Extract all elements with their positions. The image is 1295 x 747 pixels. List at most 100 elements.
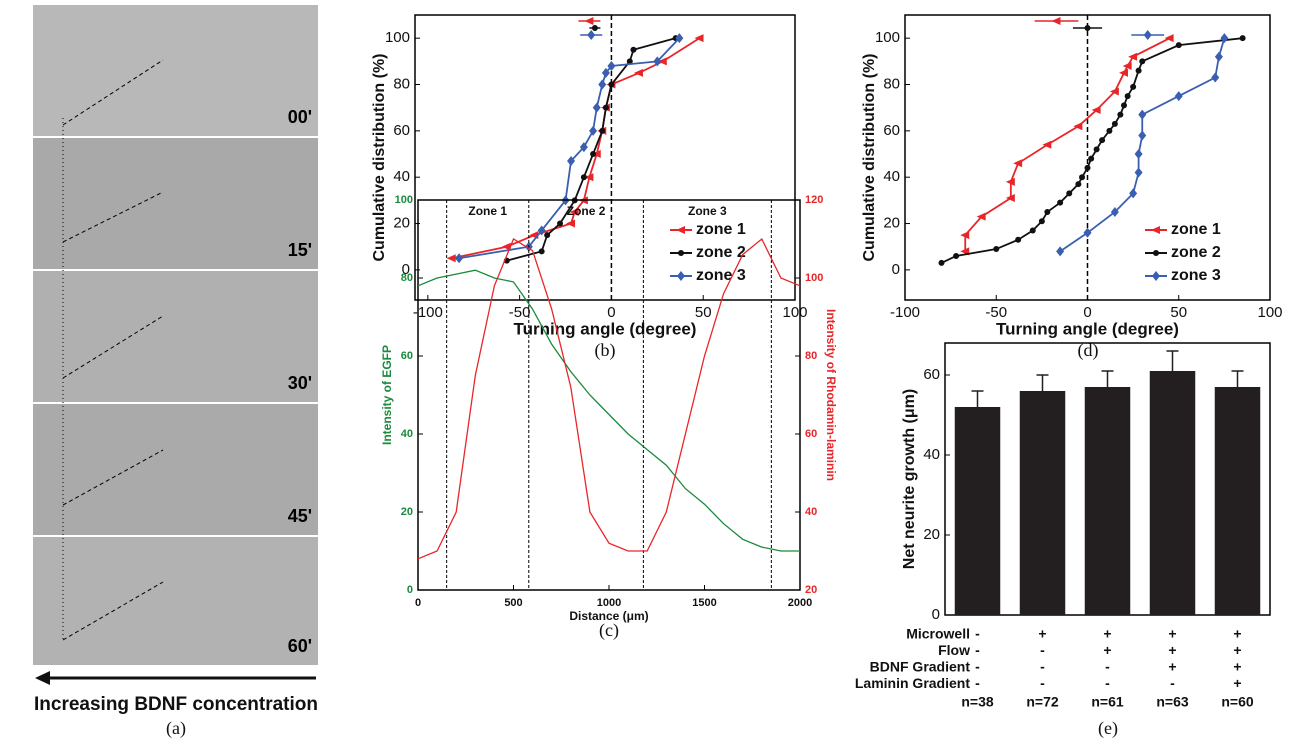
x-tick-label: -50 [985, 304, 1007, 321]
marker [1128, 52, 1138, 61]
y-tick-label: 0 [407, 584, 413, 596]
x-tick-label: -50 [509, 304, 531, 321]
y-tick-label: 60 [401, 350, 413, 362]
y-tick-label: 20 [401, 506, 413, 518]
condition-label: Microwell [906, 626, 970, 642]
marker [1029, 227, 1036, 234]
marker [1143, 30, 1152, 40]
y-axis-label: Cumulative distribution (%) [861, 54, 878, 262]
marker [601, 67, 610, 78]
marker [1106, 127, 1113, 134]
y2-tick-label: 80 [805, 350, 817, 362]
legend-label: zone 1 [1171, 221, 1221, 238]
panel-label: (c) [599, 620, 619, 641]
marker [675, 33, 684, 44]
y2-axis-label: Intensity of Rhodamin-laminin [824, 309, 838, 481]
guide [62, 59, 164, 126]
marker [1130, 83, 1137, 90]
marker [626, 58, 633, 65]
condition-label: BDNF Gradient [870, 659, 971, 675]
marker [1138, 130, 1147, 141]
marker [1056, 246, 1065, 257]
marker [1099, 137, 1106, 144]
marker [1066, 190, 1073, 197]
time-label: 45' [288, 506, 312, 526]
marker [1122, 61, 1132, 70]
marker [589, 125, 598, 136]
condition-mark: + [1233, 659, 1241, 675]
panel-label: (e) [1098, 718, 1118, 739]
condition-mark: + [1168, 626, 1176, 642]
plot-frame [414, 14, 796, 301]
marker [608, 81, 615, 88]
caption: Increasing BDNF concentration [34, 694, 318, 715]
condition-mark: - [1170, 675, 1175, 691]
marker [1121, 102, 1127, 109]
marker [938, 259, 945, 266]
marker [1151, 226, 1160, 234]
arrow-head [35, 671, 50, 685]
marker [960, 231, 970, 240]
y-tick-label: 100 [875, 29, 900, 46]
marker [602, 104, 609, 111]
condition-label: Laminin Gradient [855, 675, 970, 691]
marker [1057, 199, 1064, 206]
series-line [458, 37, 681, 260]
x-tick-label: 100 [1257, 304, 1282, 321]
marker [1073, 122, 1083, 131]
y-tick-label: 0 [402, 261, 410, 278]
category-label: n=61 [1091, 694, 1124, 710]
marker [591, 150, 601, 159]
y2-tick-label: 120 [805, 194, 823, 206]
y2-tick-label: 60 [805, 428, 817, 440]
y-tick-label: 40 [401, 428, 413, 440]
bar [954, 407, 1001, 615]
marker [953, 252, 960, 259]
bar [1019, 391, 1066, 615]
marker [591, 25, 598, 31]
marker [1038, 218, 1045, 225]
marker [1088, 155, 1095, 162]
marker [1153, 250, 1159, 256]
condition-mark: - [1040, 675, 1045, 691]
condition-mark: - [1105, 675, 1110, 691]
legend-label: zone 1 [696, 221, 746, 238]
marker [657, 57, 667, 66]
panel-label: (d) [1078, 340, 1099, 361]
image-panel: Increasing BDNF concentration (a) [33, 5, 318, 739]
x-tick-label: 0 [415, 597, 421, 609]
x-tick-label: -100 [890, 304, 920, 321]
series-line [417, 269, 800, 552]
marker [1129, 188, 1138, 199]
marker [1015, 236, 1022, 243]
marker [446, 254, 456, 263]
y-tick-label: 0 [932, 606, 940, 623]
marker [1134, 167, 1143, 178]
marker [580, 174, 587, 181]
marker [1124, 93, 1131, 100]
marker [1134, 149, 1143, 160]
category-label: n=60 [1221, 694, 1254, 710]
zone-label: Zone 2 [567, 204, 606, 218]
marker [1164, 34, 1174, 43]
bar [1149, 371, 1196, 615]
y-tick-label: 60 [393, 122, 410, 139]
zone-label: Zone 1 [468, 204, 507, 218]
condition-mark: + [1233, 642, 1241, 658]
y-tick-label: 80 [401, 272, 413, 284]
x-tick-label: 50 [1170, 304, 1187, 321]
marker [630, 46, 637, 53]
marker [677, 271, 685, 281]
marker [1042, 140, 1052, 149]
marker [1175, 42, 1182, 49]
marker [976, 212, 986, 221]
marker [592, 102, 601, 113]
marker [607, 60, 616, 71]
guide [62, 315, 164, 379]
marker [590, 151, 597, 158]
series-line [506, 37, 676, 262]
marker [1084, 164, 1091, 171]
marker [538, 248, 545, 255]
marker [1152, 271, 1160, 281]
marker [1139, 58, 1146, 65]
